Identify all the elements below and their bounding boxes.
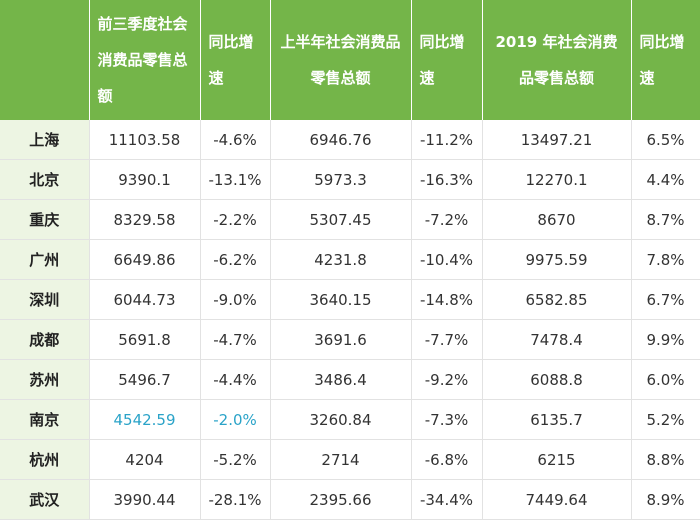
cell-q3-growth: -9.0% <box>200 279 271 320</box>
cell-city: 杭州 <box>0 439 90 480</box>
header-q3-growth: 同比增速 <box>200 0 271 120</box>
table-row: 重庆 8329.58 -2.2% 5307.45 -7.2% 8670 8.7% <box>0 199 700 240</box>
cell-q3-total: 6044.73 <box>89 279 201 320</box>
cell-2019-total: 13497.21 <box>482 120 632 160</box>
cell-2019-total: 12270.1 <box>482 159 632 200</box>
cell-2019-growth: 6.7% <box>631 279 700 320</box>
cell-2019-growth: 8.8% <box>631 439 700 480</box>
table-row: 北京 9390.1 -13.1% 5973.3 -16.3% 12270.1 4.4% <box>0 159 700 200</box>
cell-q3-total: 11103.58 <box>89 120 201 160</box>
cell-2019-total: 6135.7 <box>482 399 632 440</box>
table-row: 上海 11103.58 -4.6% 6946.76 -11.2% 13497.21 6.5% <box>0 120 700 160</box>
cell-2019-growth: 6.5% <box>631 120 700 160</box>
cell-h1-growth: -10.4% <box>411 239 483 280</box>
cell-q3-total: 4542.59 <box>89 399 201 440</box>
cell-2019-total: 7449.64 <box>482 479 632 520</box>
cell-city: 武汉 <box>0 479 90 520</box>
cell-q3-total: 3990.44 <box>89 479 201 520</box>
cell-2019-growth: 6.0% <box>631 359 700 400</box>
cell-h1-total: 2395.66 <box>270 479 412 520</box>
table-row: 苏州 5496.7 -4.4% 3486.4 -9.2% 6088.8 6.0% <box>0 359 700 400</box>
cell-h1-growth: -11.2% <box>411 120 483 160</box>
cell-q3-growth: -2.0% <box>200 399 271 440</box>
cell-q3-growth: -2.2% <box>200 199 271 240</box>
cell-2019-total: 6582.85 <box>482 279 632 320</box>
cell-h1-total: 5307.45 <box>270 199 412 240</box>
cell-h1-total: 2714 <box>270 439 412 480</box>
cell-h1-growth: -7.3% <box>411 399 483 440</box>
table-row: 成都 5691.8 -4.7% 3691.6 -7.7% 7478.4 9.9% <box>0 319 700 360</box>
cell-h1-total: 4231.8 <box>270 239 412 280</box>
table-row: 深圳 6044.73 -9.0% 3640.15 -14.8% 6582.85 6.7% <box>0 279 700 320</box>
cell-h1-growth: -16.3% <box>411 159 483 200</box>
cell-q3-total: 4204 <box>89 439 201 480</box>
cell-2019-total: 9975.59 <box>482 239 632 280</box>
cell-city: 广州 <box>0 239 90 280</box>
cell-h1-growth: -7.2% <box>411 199 483 240</box>
cell-2019-growth: 4.4% <box>631 159 700 200</box>
cell-q3-growth: -4.6% <box>200 120 271 160</box>
cell-2019-growth: 5.2% <box>631 399 700 440</box>
header-2019-total: 2019 年社会消费品零售总额 <box>482 0 632 120</box>
cell-q3-growth: -4.4% <box>200 359 271 400</box>
cell-2019-growth: 7.8% <box>631 239 700 280</box>
header-h1-growth: 同比增速 <box>411 0 483 120</box>
cell-2019-total: 7478.4 <box>482 319 632 360</box>
cell-city: 苏州 <box>0 359 90 400</box>
table-row: 杭州 4204 -5.2% 2714 -6.8% 6215 8.8% <box>0 439 700 480</box>
header-h1-total: 上半年社会消费品零售总额 <box>270 0 412 120</box>
table-body: 上海 11103.58 -4.6% 6946.76 -11.2% 13497.21 6.5%… <box>0 120 700 520</box>
table-row: 南京 4542.59 -2.0% 3260.84 -7.3% 6135.7 5.2% <box>0 399 700 440</box>
cell-city: 北京 <box>0 159 90 200</box>
cell-2019-growth: 9.9% <box>631 319 700 360</box>
cell-2019-total: 6088.8 <box>482 359 632 400</box>
cell-h1-total: 3691.6 <box>270 319 412 360</box>
cell-city: 深圳 <box>0 279 90 320</box>
cell-city: 重庆 <box>0 199 90 240</box>
table-row: 武汉 3990.44 -28.1% 2395.66 -34.4% 7449.64 8.9% <box>0 479 700 520</box>
table-header: 前三季度社会消费品零售总额 同比增速 上半年社会消费品零售总额 同比增速 201… <box>0 0 700 120</box>
cell-city: 南京 <box>0 399 90 440</box>
cell-h1-growth: -34.4% <box>411 479 483 520</box>
table-row: 广州 6649.86 -6.2% 4231.8 -10.4% 9975.59 7.8% <box>0 239 700 280</box>
cell-city: 成都 <box>0 319 90 360</box>
cell-2019-growth: 8.9% <box>631 479 700 520</box>
header-2019-growth: 同比增速 <box>631 0 700 120</box>
cell-h1-total: 3486.4 <box>270 359 412 400</box>
cell-h1-growth: -7.7% <box>411 319 483 360</box>
cell-h1-total: 3260.84 <box>270 399 412 440</box>
cell-2019-total: 8670 <box>482 199 632 240</box>
header-city <box>0 0 90 120</box>
cell-2019-growth: 8.7% <box>631 199 700 240</box>
cell-h1-growth: -6.8% <box>411 439 483 480</box>
cell-q3-growth: -13.1% <box>200 159 271 200</box>
header-q3-total: 前三季度社会消费品零售总额 <box>89 0 201 120</box>
cell-q3-total: 5496.7 <box>89 359 201 400</box>
cell-q3-total: 8329.58 <box>89 199 201 240</box>
cell-h1-total: 6946.76 <box>270 120 412 160</box>
cell-h1-total: 3640.15 <box>270 279 412 320</box>
cell-h1-total: 5973.3 <box>270 159 412 200</box>
cell-q3-total: 9390.1 <box>89 159 201 200</box>
cell-city: 上海 <box>0 120 90 160</box>
cell-q3-growth: -5.2% <box>200 439 271 480</box>
cell-q3-growth: -6.2% <box>200 239 271 280</box>
cell-h1-growth: -9.2% <box>411 359 483 400</box>
cell-h1-growth: -14.8% <box>411 279 483 320</box>
cell-q3-total: 6649.86 <box>89 239 201 280</box>
header-row: 前三季度社会消费品零售总额 同比增速 上半年社会消费品零售总额 同比增速 201… <box>0 0 700 120</box>
cell-2019-total: 6215 <box>482 439 632 480</box>
cell-q3-total: 5691.8 <box>89 319 201 360</box>
cell-q3-growth: -28.1% <box>200 479 271 520</box>
cell-q3-growth: -4.7% <box>200 319 271 360</box>
